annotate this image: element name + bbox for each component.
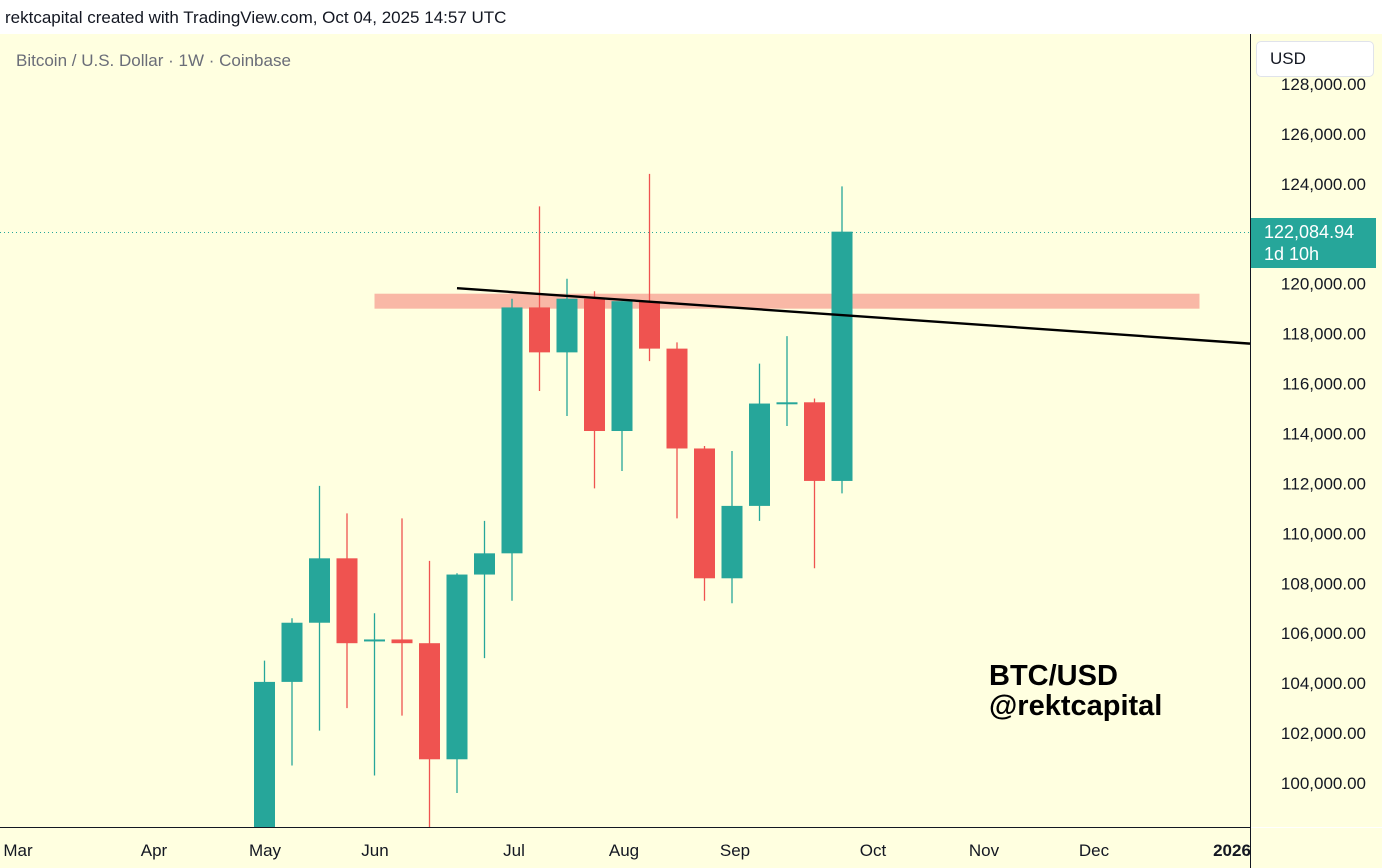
watermark-author: @rektcapital	[989, 690, 1163, 722]
candle	[309, 485, 330, 731]
candle-body	[584, 298, 605, 432]
time-tick-label: Nov	[969, 841, 1000, 860]
candle	[666, 342, 688, 519]
candle	[364, 613, 385, 776]
candle-body	[666, 348, 688, 449]
candle	[749, 363, 770, 521]
price-tick-label: 110,000.00	[1282, 524, 1366, 543]
candle	[721, 450, 743, 604]
time-tick-label: Oct	[860, 841, 887, 860]
candle-body	[391, 639, 413, 644]
candle	[556, 278, 578, 417]
time-tick-label: Dec	[1079, 841, 1110, 860]
candle-body	[364, 639, 385, 642]
price-tick-label: 102,000.00	[1281, 724, 1366, 743]
candle	[529, 206, 550, 392]
candles-layer	[254, 173, 853, 827]
last-price-value: 122,084.94	[1264, 222, 1355, 242]
candle-body	[336, 558, 358, 644]
time-axis-labels: Mar Apr May Jun Jul Aug Sep Oct Nov Dec 2026	[3, 841, 1251, 860]
price-tick-label: 108,000.00	[1281, 574, 1366, 593]
candle-body	[556, 298, 578, 353]
time-tick-label: 2026	[1213, 841, 1251, 860]
candle-body	[529, 307, 550, 353]
price-tick-label: 106,000.00	[1281, 624, 1366, 643]
candle	[474, 520, 495, 659]
candle-body	[639, 301, 660, 349]
time-tick-label: Aug	[609, 841, 639, 860]
candle	[639, 173, 660, 362]
time-tick-label: May	[249, 841, 282, 860]
price-tick-label: 124,000.00	[1281, 175, 1366, 194]
candle-body	[804, 402, 825, 481]
candle-body	[831, 231, 853, 481]
attribution-bar: rektcapital created with TradingView.com…	[0, 0, 1382, 34]
candle-body	[281, 622, 303, 682]
candle-body	[776, 402, 798, 405]
candle-body	[474, 553, 495, 575]
symbol-description: Bitcoin / U.S. Dollar · 1W · Coinbase	[16, 51, 291, 70]
candle-body	[446, 574, 468, 760]
price-tick-label: 114,000.00	[1282, 425, 1366, 444]
currency-button[interactable]: USD	[1256, 41, 1374, 77]
candle-body	[419, 643, 440, 760]
price-tick-label: 104,000.00	[1281, 674, 1366, 693]
price-tick-label: 112,000.00	[1282, 474, 1366, 493]
candle	[281, 618, 303, 766]
candle-body	[694, 448, 715, 579]
candle-body	[501, 307, 523, 554]
candle-body	[721, 505, 743, 579]
candle	[694, 445, 715, 601]
price-tick-label: 120,000.00	[1281, 275, 1366, 294]
price-tick-label: 118,000.00	[1282, 325, 1366, 344]
candle	[419, 560, 440, 827]
candle	[804, 398, 825, 569]
time-axis-background	[0, 828, 1382, 868]
time-tick-label: Jun	[361, 841, 388, 860]
candle	[254, 660, 275, 827]
candle-body	[611, 301, 633, 432]
price-tick-label: 100,000.00	[1281, 774, 1366, 793]
time-tick-label: Apr	[141, 841, 168, 860]
price-tick-label: 128,000.00	[1281, 75, 1366, 94]
candle	[391, 518, 413, 716]
candle-body	[309, 558, 330, 623]
watermark-symbol: BTC/USD	[989, 660, 1118, 692]
last-price-badge: 122,084.94 1d 10h	[1251, 218, 1376, 268]
time-tick-label: Mar	[3, 841, 33, 860]
resistance-zone-layer	[374, 293, 1200, 309]
candle	[831, 186, 853, 494]
candle	[501, 298, 523, 601]
time-tick-label: Sep	[720, 841, 750, 860]
attribution-text: rektcapital created with TradingView.com…	[5, 8, 507, 27]
candle	[336, 513, 358, 709]
candle	[446, 573, 468, 793]
watermark: BTC/USD @rektcapital	[989, 661, 1162, 721]
trendline-layer	[456, 287, 1251, 345]
descending-trendline	[456, 287, 1251, 345]
candle	[611, 301, 633, 471]
candle-body	[749, 403, 770, 506]
price-axis-labels: 100,000.00 102,000.00 104,000.00 106,000.00…	[1281, 75, 1366, 793]
price-axis-background	[1251, 34, 1382, 827]
price-tick-label: 126,000.00	[1281, 125, 1366, 144]
candle	[584, 291, 605, 489]
candle-body	[254, 681, 275, 827]
resistance-zone	[374, 293, 1200, 309]
price-tick-label: 116,000.00	[1282, 375, 1366, 394]
time-tick-label: Jul	[503, 841, 525, 860]
bar-countdown: 1d 10h	[1264, 244, 1320, 264]
candle	[776, 336, 798, 427]
